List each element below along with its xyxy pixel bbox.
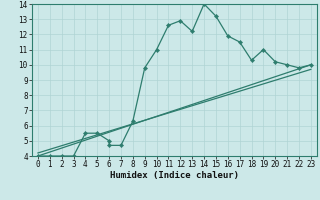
X-axis label: Humidex (Indice chaleur): Humidex (Indice chaleur) (110, 171, 239, 180)
